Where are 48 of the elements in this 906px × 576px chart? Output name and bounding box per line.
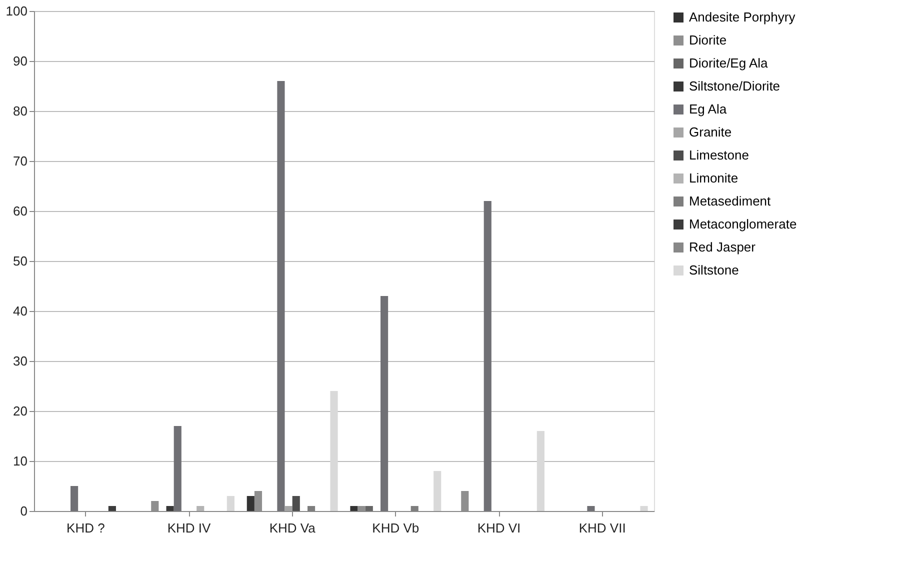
bar — [330, 391, 338, 511]
bar — [434, 471, 442, 511]
bar — [350, 506, 358, 511]
legend-label: Siltstone/Diorite — [689, 78, 780, 94]
y-tick-label: 30 — [13, 354, 28, 368]
bar — [284, 506, 292, 511]
x-tick-label: KHD VII — [578, 520, 626, 536]
bar — [292, 496, 300, 511]
bar — [587, 506, 595, 511]
bar — [70, 486, 78, 511]
bar — [484, 201, 492, 511]
x-tick-label: KHD VI — [477, 520, 521, 536]
legend-label: Diorite — [689, 32, 727, 48]
bar — [174, 426, 182, 511]
bar — [365, 506, 373, 511]
bar — [640, 506, 648, 511]
bar — [380, 296, 388, 511]
x-tick-label: KHD ? — [66, 520, 105, 536]
y-tick-label: 90 — [13, 54, 28, 68]
legend-label: Eg Ala — [689, 102, 728, 116]
bar — [246, 496, 254, 511]
bar — [196, 506, 204, 511]
legend-label: Limonite — [689, 170, 738, 186]
y-tick-label: 60 — [13, 204, 28, 218]
y-tick-label: 40 — [13, 304, 28, 318]
y-tick-label: 20 — [13, 404, 28, 418]
y-tick-label: 0 — [20, 504, 28, 518]
bar — [166, 506, 174, 511]
y-tick-label: 80 — [13, 104, 28, 118]
y-tick-label: 10 — [13, 454, 28, 468]
legend-label: Limestone — [689, 148, 749, 162]
x-tick-label: KHD Va — [269, 520, 316, 536]
legend-label: Metasediment — [689, 194, 772, 208]
y-tick-label: 50 — [13, 254, 28, 268]
legend-label: Siltstone — [689, 262, 739, 278]
y-tick-label: 70 — [13, 154, 28, 168]
legend-label: Granite — [689, 124, 732, 140]
legend-label: Metaconglomerate — [689, 216, 797, 232]
bar — [108, 506, 116, 511]
legend-label: Red Jasper — [689, 240, 756, 254]
x-tick-label: KHD Vb — [372, 520, 420, 536]
bar — [536, 431, 544, 511]
y-tick-label: 100 — [6, 4, 28, 18]
legend-label: Diorite/Eg Ala — [689, 56, 769, 70]
x-tick-label: KHD IV — [167, 520, 211, 536]
bar — [277, 81, 285, 511]
bar — [226, 496, 234, 511]
legend-label: Andesite Porphyry — [689, 10, 796, 24]
